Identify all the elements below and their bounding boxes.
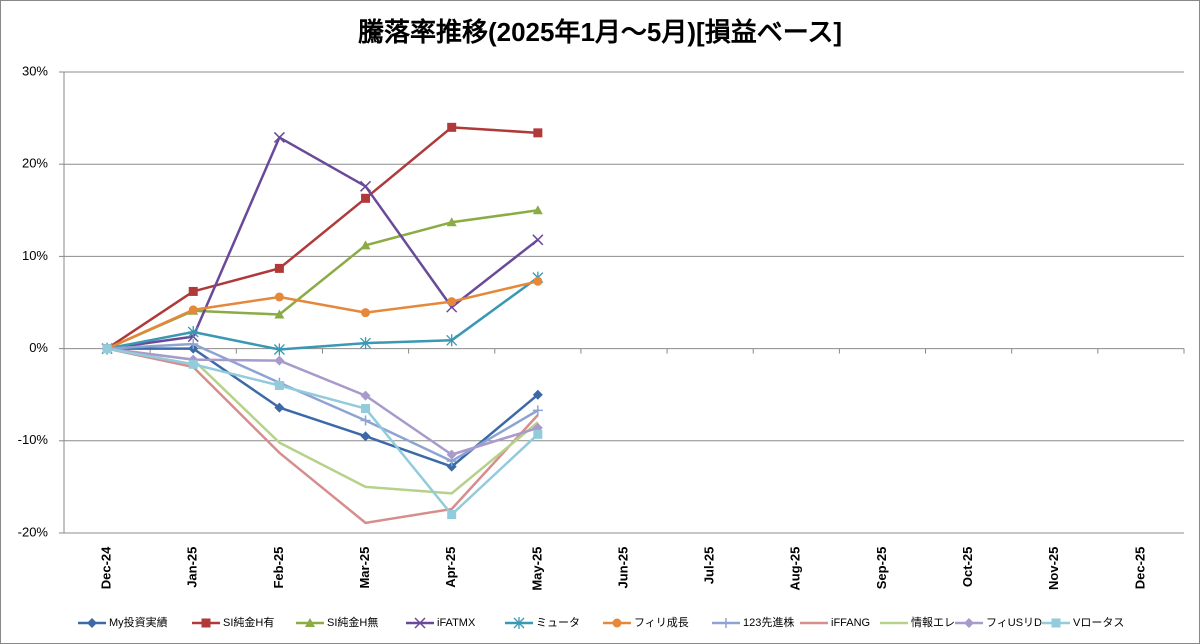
marker: [446, 217, 457, 227]
series-line: [106, 347, 539, 516]
series: [102, 276, 543, 354]
marker: [532, 205, 543, 215]
y-tick-label: -10%: [18, 432, 49, 447]
x-tick-label: Feb-25: [271, 547, 286, 589]
x-tick-label: Aug-25: [788, 547, 803, 591]
legend-label: SI純金H無: [327, 615, 378, 629]
legend-marker: [414, 617, 426, 629]
marker: [360, 240, 371, 250]
x-tick-label: May-25: [529, 547, 544, 591]
marker: [361, 193, 371, 203]
legend-marker: [87, 618, 97, 628]
marker: [532, 405, 543, 416]
marker: [102, 344, 112, 354]
x-tick-label: Dec-24: [99, 546, 114, 589]
series-line: [107, 342, 539, 463]
legend-label: iFATMX: [437, 617, 476, 629]
series-line: [107, 347, 539, 468]
marker: [533, 429, 543, 439]
marker: [360, 415, 371, 426]
legend-marker: [201, 618, 211, 628]
legend-label: ミュータ: [536, 616, 580, 629]
x-tick-label: Dec-25: [1132, 547, 1147, 590]
marker: [446, 334, 458, 347]
marker: [188, 338, 199, 349]
series: [102, 344, 543, 520]
legend-label: フィリ成長: [634, 616, 689, 629]
marker: [533, 128, 543, 138]
series-line: [106, 136, 539, 350]
y-tick-label: 0%: [29, 340, 48, 355]
legend-label: 情報エレ: [911, 616, 955, 629]
x-tick-label: Oct-25: [960, 547, 975, 587]
marker: [446, 449, 457, 460]
marker: [447, 510, 457, 520]
legend-label: My投資実績: [109, 615, 168, 629]
marker: [532, 234, 544, 246]
x-tick-label: Mar-25: [357, 547, 372, 589]
x-tick-label: Sep-25: [874, 547, 889, 590]
series-line: [106, 280, 539, 350]
legend-marker: [1051, 618, 1061, 628]
marker: [188, 286, 198, 296]
legend-marker: [305, 618, 315, 627]
legend-marker: [513, 617, 525, 629]
marker: [274, 380, 284, 390]
series-line: [106, 347, 539, 525]
marker: [361, 404, 371, 414]
x-tick-label: Apr-25: [443, 547, 458, 588]
legend-marker: [964, 618, 974, 628]
legend-label: SI純金H有: [223, 615, 274, 629]
legend-marker: [612, 618, 622, 628]
legend-marker: [721, 618, 731, 628]
chart-title: 騰落率推移(2025年1月～5月)[損益ベース]: [358, 17, 842, 47]
legend-label: フィUSリD: [986, 617, 1042, 629]
legend-label: Vロータス: [1073, 616, 1124, 629]
marker: [532, 389, 543, 400]
series-line: [106, 276, 539, 351]
marker: [274, 263, 284, 273]
marker: [188, 305, 198, 315]
marker: [533, 276, 543, 286]
marker: [360, 180, 372, 192]
series-line: [106, 347, 539, 456]
marker: [447, 297, 457, 307]
x-tick-label: Jun-25: [615, 547, 630, 589]
marker: [360, 337, 371, 350]
marker: [446, 461, 457, 472]
y-tick-label: 10%: [22, 248, 48, 263]
y-tick-label: -20%: [18, 524, 49, 539]
series-line: [106, 126, 538, 350]
marker: [187, 326, 199, 339]
marker: [274, 355, 285, 366]
marker: [274, 402, 285, 413]
y-tick-label: 30%: [22, 63, 48, 78]
marker: [361, 308, 371, 318]
x-tick-label: Nov-25: [1046, 547, 1061, 590]
legend-label: 123先進株: [743, 615, 794, 629]
x-tick-label: Jan-25: [185, 547, 200, 588]
marker: [273, 343, 285, 356]
x-tick-label: Jul-25: [702, 547, 717, 585]
marker: [273, 131, 285, 143]
legend-label: iFFANG: [831, 617, 870, 629]
marker: [447, 122, 457, 132]
series: [106, 347, 539, 525]
marker: [188, 359, 198, 369]
y-tick-label: 20%: [22, 156, 48, 171]
marker: [360, 390, 371, 401]
marker: [360, 431, 371, 442]
marker: [274, 309, 285, 319]
marker: [274, 292, 284, 302]
